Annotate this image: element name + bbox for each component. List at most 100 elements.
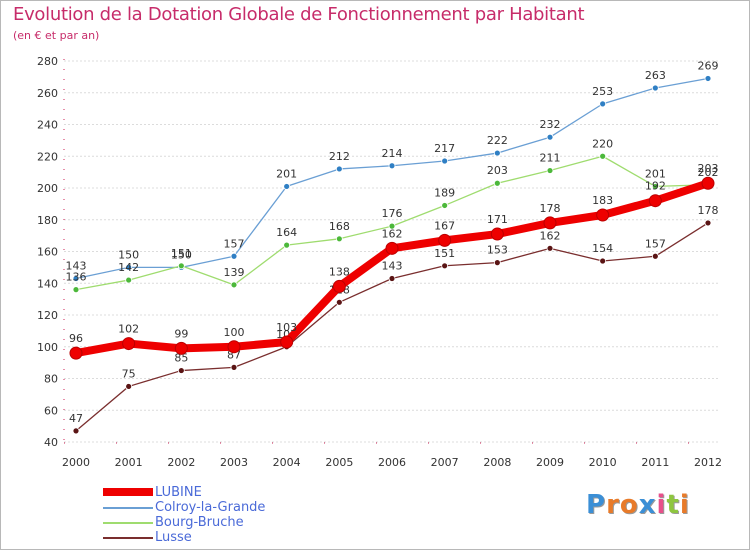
- y-tick-label: 140: [37, 277, 58, 290]
- data-label-lusse: 154: [592, 242, 613, 255]
- x-tick-label: 2009: [536, 456, 564, 469]
- data-label-bourg-bruche: 176: [382, 207, 403, 220]
- data-point-lusse: [388, 275, 396, 282]
- y-tick-label: 280: [37, 55, 58, 68]
- data-label-bourg-bruche: 168: [329, 220, 350, 233]
- legend-swatch-colroy-la-grande: [103, 507, 153, 509]
- x-tick-label: 2005: [325, 456, 353, 469]
- data-point-colroy-la-grande: [388, 162, 396, 170]
- data-point-lubine: [596, 208, 610, 222]
- data-point-lusse: [546, 244, 554, 252]
- logo-letter: r: [606, 490, 620, 520]
- chart-subtitle: (en € et par an): [13, 29, 100, 42]
- data-point-colroy-la-grande: [493, 149, 501, 157]
- data-point-bourg-bruche: [651, 183, 659, 190]
- data-label-colroy-la-grande: 217: [434, 142, 455, 155]
- data-label-colroy-la-grande: 157: [224, 237, 245, 250]
- legend-label-colroy-la-grande: Colroy-la-Grande: [155, 500, 266, 515]
- legend-label-lusse: Lusse: [155, 530, 192, 545]
- data-point-colroy-la-grande: [651, 84, 659, 92]
- data-label-bourg-bruche: 136: [66, 271, 87, 284]
- data-point-bourg-bruche: [493, 179, 501, 187]
- data-point-lubine: [227, 340, 241, 354]
- data-label-lusse: 143: [382, 259, 403, 272]
- x-tick-label: 2006: [378, 456, 406, 469]
- data-point-lubine: [174, 341, 188, 355]
- x-tick-label: 2003: [220, 456, 248, 469]
- data-point-lusse: [493, 259, 501, 267]
- x-tick-label: 2004: [273, 456, 301, 469]
- data-point-colroy-la-grande: [283, 183, 291, 190]
- data-point-colroy-la-grande: [72, 275, 80, 282]
- data-point-lubine: [701, 176, 715, 190]
- data-label-lubine: 103: [276, 321, 297, 334]
- logo-letter: P: [586, 490, 607, 520]
- data-point-lusse: [599, 257, 607, 265]
- logo-letter: o: [619, 490, 639, 520]
- data-point-bourg-bruche: [335, 235, 343, 243]
- data-label-bourg-bruche: 201: [645, 167, 666, 180]
- data-label-lusse: 85: [174, 352, 188, 365]
- y-tick-label: 220: [37, 150, 58, 163]
- data-label-bourg-bruche: 211: [540, 152, 561, 165]
- data-point-colroy-la-grande: [335, 165, 343, 173]
- data-label-lubine: 183: [592, 194, 613, 207]
- data-point-colroy-la-grande: [546, 133, 554, 141]
- data-label-colroy-la-grande: 263: [645, 69, 666, 82]
- y-tick-label: 260: [37, 87, 58, 100]
- data-label-lusse: 162: [540, 229, 561, 242]
- data-label-bourg-bruche: 220: [592, 137, 613, 150]
- data-label-colroy-la-grande: 143: [66, 259, 87, 272]
- data-point-lubine: [648, 194, 662, 208]
- data-label-lusse: 157: [645, 237, 666, 250]
- y-tick-label: 40: [44, 436, 58, 449]
- data-label-bourg-bruche: 139: [224, 266, 245, 279]
- logo-letter: x: [638, 490, 657, 520]
- y-tick-label: 60: [44, 404, 58, 417]
- x-tick-label: 2012: [694, 456, 722, 469]
- data-point-lusse: [704, 219, 712, 227]
- data-label-lusse: 75: [122, 367, 136, 380]
- data-label-lubine: 102: [118, 323, 139, 336]
- x-tick-label: 2007: [431, 456, 459, 469]
- legend-label-bourg-bruche: Bourg-Bruche: [155, 515, 244, 530]
- x-tick-label: 2011: [641, 456, 669, 469]
- data-label-bourg-bruche: 164: [276, 226, 297, 239]
- y-tick-label: 80: [44, 373, 58, 386]
- data-point-bourg-bruche: [599, 152, 607, 160]
- x-tick-label: 2001: [115, 456, 143, 469]
- data-point-lusse: [441, 262, 449, 270]
- data-label-colroy-la-grande: 201: [276, 167, 297, 180]
- data-point-lubine: [332, 279, 346, 293]
- x-tick-label: 2002: [167, 456, 195, 469]
- legend-swatch-bourg-bruche: [103, 522, 153, 524]
- data-point-bourg-bruche: [388, 222, 396, 230]
- data-point-lubine: [438, 233, 452, 247]
- data-point-lubine: [280, 335, 294, 349]
- legend-swatch-lubine: [103, 488, 153, 496]
- data-label-lusse: 178: [698, 204, 719, 217]
- data-label-bourg-bruche: 202: [698, 166, 719, 179]
- logo-letter: i: [679, 490, 690, 520]
- data-label-colroy-la-grande: 212: [329, 150, 350, 163]
- legend-swatch-lusse: [103, 537, 153, 539]
- data-label-lusse: 151: [434, 247, 455, 260]
- data-point-bourg-bruche: [72, 286, 80, 294]
- data-label-lubine: 100: [224, 326, 245, 339]
- y-tick-label: 240: [37, 119, 58, 132]
- data-label-lubine: 203: [698, 162, 719, 175]
- data-point-bourg-bruche: [125, 276, 133, 284]
- data-label-lubine: 167: [434, 219, 455, 232]
- data-point-lubine: [385, 241, 399, 255]
- x-tick-label: 2000: [62, 456, 90, 469]
- y-tick-label: 200: [37, 182, 58, 195]
- data-label-colroy-la-grande: 150: [171, 248, 192, 261]
- data-label-bourg-bruche: 151: [171, 247, 192, 260]
- data-label-bourg-bruche: 189: [434, 186, 455, 199]
- data-label-lubine: 138: [329, 265, 350, 278]
- data-point-colroy-la-grande: [599, 100, 607, 108]
- data-point-lubine: [122, 337, 136, 351]
- logo-letter: t: [666, 490, 680, 520]
- y-tick-label: 160: [37, 246, 58, 259]
